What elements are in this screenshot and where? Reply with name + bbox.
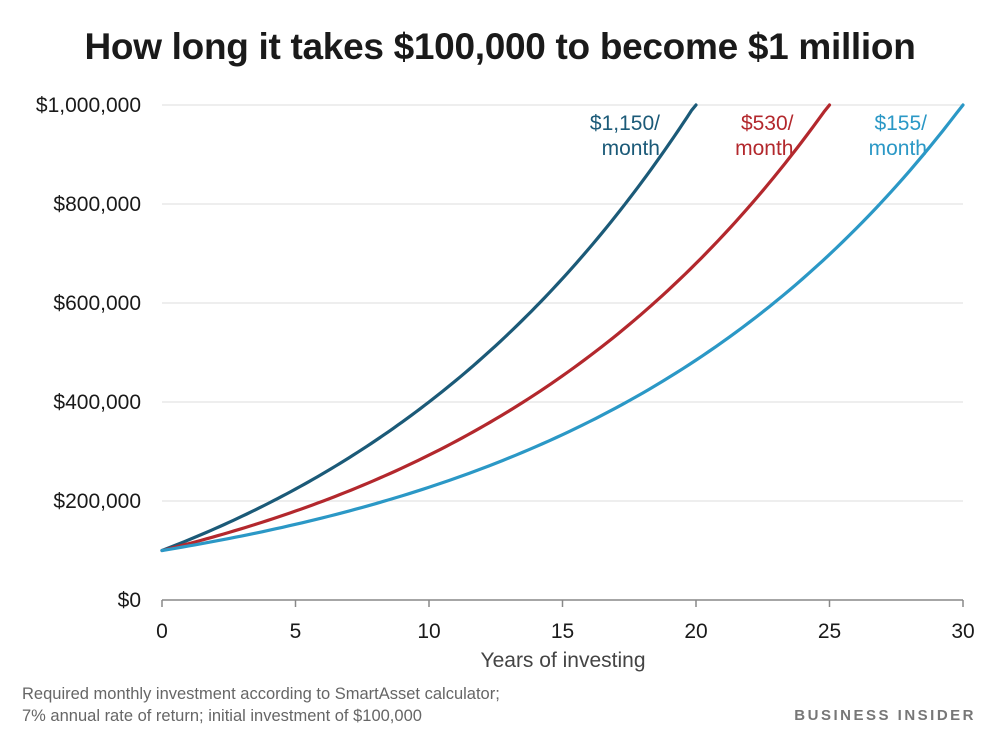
series-label: $530/ — [741, 112, 794, 135]
footnote-line-2: 7% annual rate of return; initial invest… — [22, 707, 422, 725]
series-label: $155/ — [874, 112, 927, 135]
y-tick-label: $200,000 — [53, 490, 141, 513]
y-tick-label: $1,000,000 — [36, 94, 141, 117]
x-tick-label: 25 — [818, 620, 841, 643]
footnote: Required monthly investment according to… — [22, 683, 500, 727]
series-line — [160, 103, 965, 553]
x-tick-label: 0 — [156, 620, 168, 643]
series-label: month — [869, 137, 927, 160]
series-line — [160, 103, 698, 553]
x-tick-label: 5 — [290, 620, 302, 643]
series-line — [160, 103, 832, 553]
series-lines — [160, 103, 965, 553]
brand-logo: BUSINESS INSIDER — [794, 707, 976, 724]
x-tick-label: 15 — [551, 620, 574, 643]
x-tick-label: 20 — [684, 620, 707, 643]
chart-title: How long it takes $100,000 to become $1 … — [84, 26, 916, 67]
series-label: $1,150/ — [590, 112, 660, 135]
footnote-line-1: Required monthly investment according to… — [22, 685, 500, 703]
axes: $0 $200,000 $400,000 $600,000 $800,000 $1,000… — [36, 94, 975, 643]
y-tick-label: $600,000 — [53, 292, 141, 315]
y-tick-label: $0 — [118, 589, 141, 612]
series-labels: $1,150/month$530/month$155/month — [590, 112, 927, 160]
x-axis-label: Years of investing — [481, 649, 646, 672]
x-tick-label: 30 — [951, 620, 974, 643]
series-label: month — [602, 137, 660, 160]
y-tick-label: $400,000 — [53, 391, 141, 414]
y-tick-label: $800,000 — [53, 193, 141, 216]
x-tick-label: 10 — [417, 620, 440, 643]
series-label: month — [735, 137, 793, 160]
gridlines — [162, 104, 963, 502]
